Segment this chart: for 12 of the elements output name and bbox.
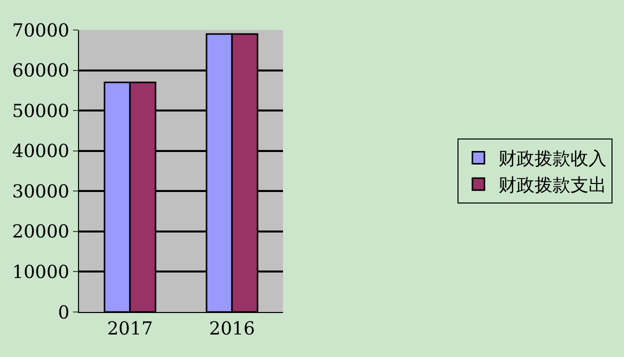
y-tick-label: 30000: [12, 181, 70, 202]
legend-label: 财政拨款收入: [498, 148, 606, 170]
y-tick-label: 70000: [12, 20, 70, 42]
y-tick-label: 10000: [12, 262, 70, 284]
legend-label: 财政拨款支出: [498, 175, 606, 196]
x-tick-label: 2017: [107, 318, 153, 340]
y-tick-label: 50000: [12, 100, 70, 122]
y-tick-label: 60000: [12, 60, 70, 82]
y-tick-label: 20000: [12, 222, 70, 243]
y-tick-label: 0: [58, 302, 70, 324]
x-tick-label: 2016: [209, 318, 255, 340]
y-tick-label: 40000: [12, 141, 70, 162]
